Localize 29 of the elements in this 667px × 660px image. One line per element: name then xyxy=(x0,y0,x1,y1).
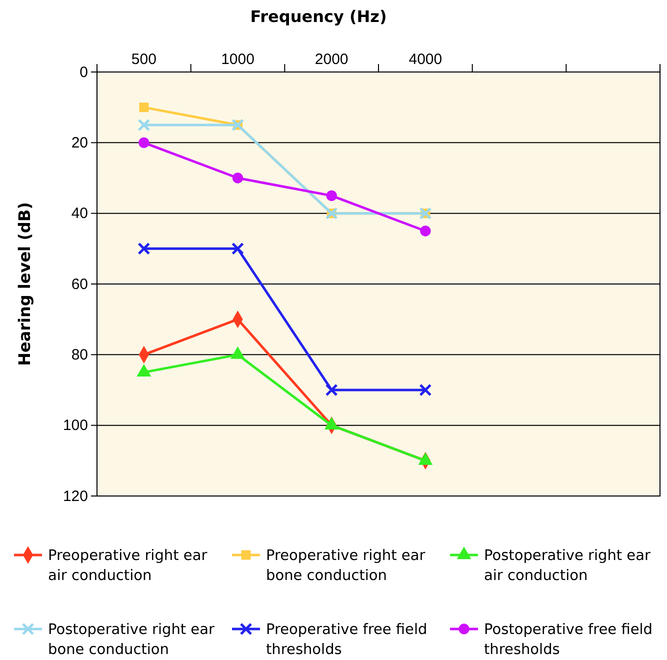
x-tick-label: 4000 xyxy=(408,51,442,68)
y-axis-title: Hearing level (dB) xyxy=(15,202,34,366)
point xyxy=(138,137,150,148)
legend-label: Postoperative right ear bone conduction xyxy=(48,622,214,658)
x-tick-label: 1000 xyxy=(221,51,254,68)
y-tick-label: 80 xyxy=(71,346,88,364)
legend-label: Postoperative free field thresholds xyxy=(484,622,652,658)
legend-label: Preoperative free field thresholds xyxy=(266,622,428,658)
y-tick-label: 20 xyxy=(71,134,88,152)
legend-label: Preoperative right ear bone conduction xyxy=(266,548,426,584)
y-tick-label: 120 xyxy=(62,488,88,505)
point xyxy=(326,190,337,202)
legend-label: Postoperative right ear air conduction xyxy=(484,548,650,584)
point xyxy=(139,102,149,112)
y-tick-label: 60 xyxy=(71,276,88,293)
x-tick-label: 2000 xyxy=(314,51,348,68)
legend-label: Preoperative right ear air conduction xyxy=(48,548,208,584)
y-tick-label: 100 xyxy=(62,417,88,434)
point xyxy=(232,242,244,255)
point xyxy=(232,172,244,184)
point xyxy=(420,226,431,236)
point xyxy=(419,384,432,396)
point xyxy=(138,118,150,132)
x-axis-title: Frequency (Hz) xyxy=(250,7,387,26)
y-tick-label: 0 xyxy=(80,64,88,81)
y-tick-label: 40 xyxy=(71,205,88,222)
point xyxy=(325,384,338,396)
point xyxy=(138,242,150,255)
x-tick-label: 500 xyxy=(131,51,156,68)
